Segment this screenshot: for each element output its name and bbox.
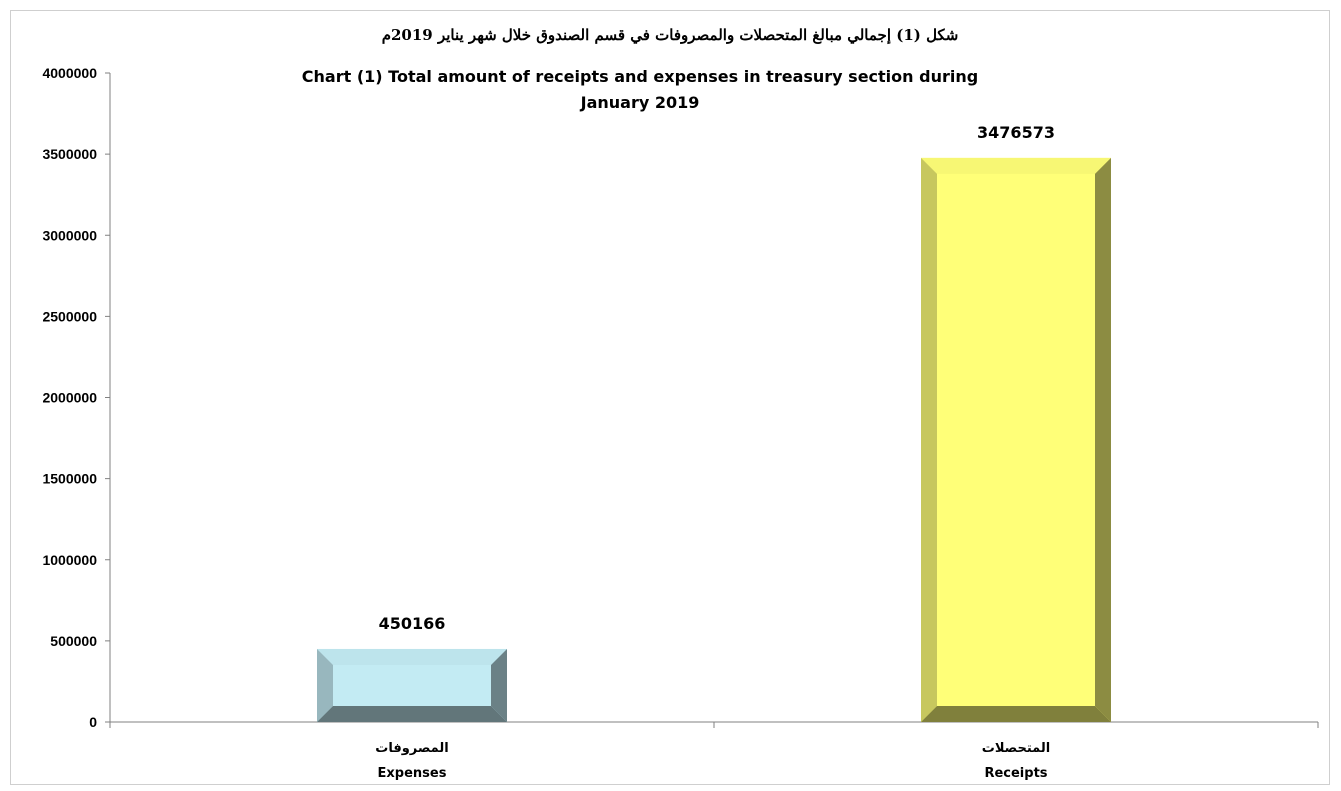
y-tick-label: 0 bbox=[89, 714, 97, 730]
data-label: 3476573 bbox=[977, 123, 1055, 142]
bar-bevel-top bbox=[921, 157, 1111, 174]
y-tick-label: 500000 bbox=[50, 633, 97, 649]
y-tick-label: 1000000 bbox=[42, 552, 97, 568]
chart-subtitle-line-2: January 2019 bbox=[580, 93, 700, 112]
bar-bevel-right bbox=[1095, 157, 1111, 722]
bar-bevel-bottom bbox=[921, 706, 1111, 722]
bar-bevel-top bbox=[317, 648, 507, 665]
y-tick-label: 1500000 bbox=[42, 471, 97, 487]
chart-subtitle-line-1: Chart (1) Total amount of receipts and e… bbox=[302, 67, 978, 86]
bar-expenses bbox=[317, 648, 507, 722]
y-tick-label: 2000000 bbox=[42, 390, 97, 406]
y-tick-label: 2500000 bbox=[42, 308, 97, 324]
bar-bevel-right bbox=[491, 648, 507, 722]
x-tick-label-english: Receipts bbox=[984, 766, 1047, 781]
bar-bevel-bottom bbox=[317, 706, 507, 722]
x-axis: المصروفات Expenses المتحصلات Receipts bbox=[109, 721, 1319, 781]
chart-title: شكل (1) إجمالي مبالغ المتحصلات والمصروفا… bbox=[382, 26, 959, 45]
data-label: 450166 bbox=[379, 614, 446, 633]
bar-receipts bbox=[921, 157, 1111, 722]
bar-face bbox=[921, 157, 1111, 722]
x-tick-label-english: Expenses bbox=[378, 766, 447, 781]
y-tick-label: 3000000 bbox=[42, 227, 97, 243]
y-tick-label: 3500000 bbox=[42, 146, 97, 162]
y-axis: 0 500000 1000000 1500000 2000000 2500000 30000… bbox=[42, 65, 111, 730]
x-tick-label-arabic: المتحصلات bbox=[982, 741, 1050, 756]
x-tick-label-arabic: المصروفات bbox=[375, 741, 449, 756]
y-tick-label: 4000000 bbox=[42, 65, 97, 81]
bar-bevel-left bbox=[317, 648, 333, 722]
bar-bevel-left bbox=[921, 157, 937, 722]
bars: 450166 3476573 bbox=[317, 123, 1111, 722]
